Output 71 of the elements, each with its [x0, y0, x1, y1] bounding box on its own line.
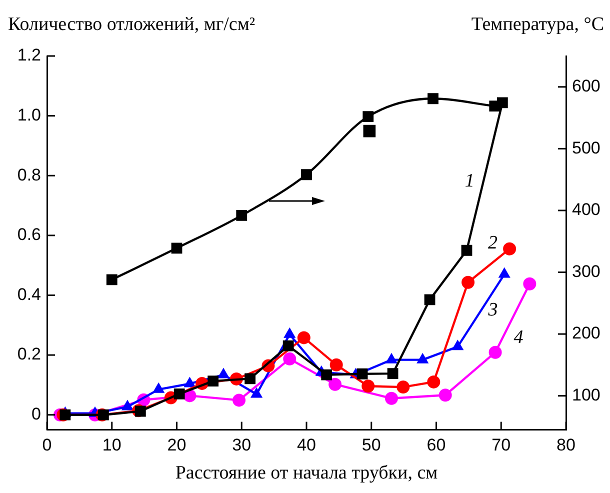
point: [363, 124, 376, 138]
point: [396, 380, 410, 394]
point: [416, 353, 428, 364]
point: [321, 369, 332, 380]
y-tick-label: 0.4: [17, 284, 41, 304]
x-tick-label: 40: [297, 436, 316, 455]
y-tick-label: 0.2: [17, 344, 41, 364]
y2-tick-label: 300: [572, 262, 600, 281]
point: [244, 373, 256, 384]
point: [250, 388, 262, 398]
x-tick-label: 30: [232, 436, 252, 455]
y2-tick-label: 400: [572, 200, 600, 220]
point: [362, 111, 374, 122]
point: [462, 276, 475, 289]
point: [356, 368, 368, 380]
point: [438, 388, 452, 402]
y2-axis-title: Температура, °C: [471, 14, 604, 36]
point: [208, 376, 219, 387]
y-tick-label: 0.8: [17, 165, 41, 184]
x-tick-label: 50: [362, 436, 381, 455]
y-tick-label: 1.0: [17, 105, 41, 124]
point: [424, 294, 436, 306]
y-tick-label: 0: [32, 404, 41, 424]
point: [498, 268, 510, 278]
y-tick-label: 0.6: [17, 225, 41, 244]
annotation: 1: [464, 170, 474, 192]
point: [297, 331, 310, 344]
point: [122, 400, 134, 410]
annotation: 2: [488, 232, 498, 254]
x-tick-label: 20: [167, 436, 186, 455]
point: [106, 274, 118, 286]
y-axis-title: Количество отложений, мг/см²: [8, 14, 256, 36]
y-tick-label: 1.2: [17, 46, 41, 65]
point: [232, 394, 246, 407]
point: [384, 392, 398, 405]
point: [503, 242, 516, 256]
point: [218, 368, 230, 378]
point: [387, 368, 398, 380]
y2-tick-label: 200: [572, 324, 600, 343]
point: [152, 382, 164, 393]
x-tick-label: 80: [556, 436, 576, 455]
point: [134, 406, 146, 417]
y2-tick-label: 500: [572, 138, 600, 158]
y2-tick-label: 100: [572, 386, 600, 405]
point: [428, 93, 438, 104]
point: [184, 377, 196, 388]
point: [60, 409, 71, 420]
x-tick-label: 10: [102, 436, 122, 455]
x-axis-title: Расстояние от начала трубки, см: [175, 462, 438, 484]
point: [461, 244, 472, 256]
point: [452, 340, 464, 350]
point: [362, 380, 375, 393]
point: [427, 375, 440, 388]
point: [284, 328, 296, 338]
point: [488, 346, 502, 359]
x-tick-label: 60: [426, 436, 446, 455]
point: [301, 169, 312, 180]
x-tick-label: 70: [492, 436, 511, 455]
point: [171, 242, 182, 254]
point: [523, 277, 536, 290]
point: [283, 352, 296, 366]
point: [496, 97, 508, 108]
point: [328, 378, 342, 391]
point: [282, 340, 294, 352]
point: [386, 353, 398, 364]
point: [236, 210, 248, 221]
point: [330, 358, 343, 372]
point: [174, 388, 185, 400]
annotation: 3: [487, 299, 498, 320]
annotation: 4: [514, 327, 524, 348]
y2-tick-label: 600: [572, 76, 600, 96]
